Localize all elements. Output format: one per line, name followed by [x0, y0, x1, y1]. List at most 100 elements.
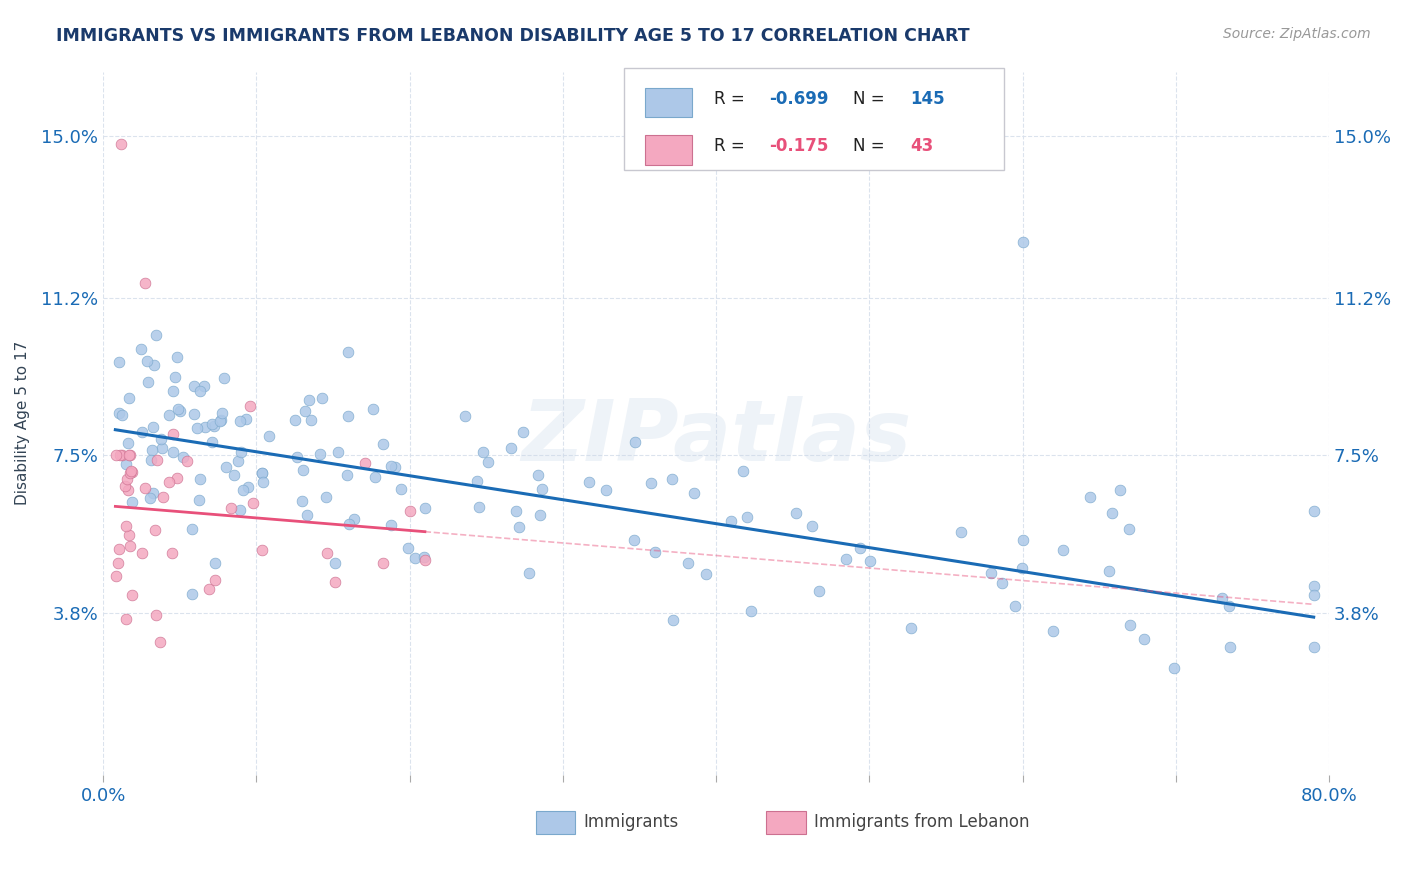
Point [695, 566, 717, 581]
Point [145, 327, 167, 342]
Point [162, 445, 184, 459]
Point [808, 584, 831, 599]
Point [364, 469, 387, 483]
Point [180, 522, 202, 536]
Point [110, 448, 132, 462]
Point [145, 453, 167, 467]
Point [166, 471, 188, 485]
Point [316, 545, 339, 559]
Point [323, 574, 346, 589]
Point [1211, 591, 1233, 606]
Point [291, 494, 314, 508]
Point [252, 466, 274, 480]
Point [384, 460, 406, 475]
Point [105, 448, 128, 462]
Point [640, 476, 662, 491]
Point [1132, 632, 1154, 647]
Point [529, 508, 551, 522]
Text: -0.699: -0.699 [769, 90, 828, 108]
Point [1302, 503, 1324, 517]
Point [162, 384, 184, 398]
Point [148, 635, 170, 649]
Point [115, 457, 138, 471]
Point [623, 533, 645, 547]
Point [404, 550, 426, 565]
Point [172, 450, 194, 465]
Point [111, 448, 134, 462]
Point [187, 493, 209, 508]
Point [398, 504, 420, 518]
Point [117, 471, 139, 485]
Text: -0.175: -0.175 [769, 137, 828, 155]
Point [131, 342, 153, 356]
Point [204, 573, 226, 587]
Point [336, 409, 359, 423]
Point [1302, 579, 1324, 593]
Point [661, 613, 683, 627]
FancyBboxPatch shape [645, 136, 692, 164]
Point [157, 408, 180, 422]
Point [115, 612, 138, 626]
Point [117, 436, 139, 450]
Text: R =: R = [714, 90, 744, 108]
Point [512, 425, 534, 440]
Point [221, 501, 243, 516]
Point [142, 358, 165, 372]
Point [149, 432, 172, 446]
Point [252, 475, 274, 489]
Point [114, 479, 136, 493]
Point [118, 466, 141, 480]
Point [731, 464, 754, 478]
Point [298, 393, 321, 408]
Point [194, 419, 217, 434]
Point [139, 491, 162, 505]
Point [389, 483, 412, 497]
Point [183, 379, 205, 393]
Point [162, 546, 184, 560]
Point [380, 458, 402, 473]
Point [1052, 542, 1074, 557]
Point [1108, 483, 1130, 497]
Point [735, 509, 758, 524]
Point [859, 554, 882, 568]
Point [121, 495, 143, 509]
Point [785, 506, 807, 520]
Point [118, 448, 141, 462]
Point [1118, 522, 1140, 536]
Point [136, 376, 159, 390]
Point [299, 413, 322, 427]
Point [252, 542, 274, 557]
Point [107, 557, 129, 571]
Point [1004, 599, 1026, 613]
Point [242, 495, 264, 509]
Point [190, 473, 212, 487]
Point [1011, 235, 1033, 250]
Point [336, 345, 359, 359]
Point [1011, 561, 1033, 575]
Point [644, 545, 666, 559]
Point [309, 446, 332, 460]
Point [595, 483, 617, 498]
Point [471, 445, 494, 459]
Point [162, 426, 184, 441]
Text: Source: ZipAtlas.com: Source: ZipAtlas.com [1223, 27, 1371, 41]
Point [215, 459, 238, 474]
Point [1302, 640, 1324, 654]
Text: ZIPatlas: ZIPatlas [522, 396, 911, 479]
Point [835, 551, 858, 566]
Point [232, 483, 254, 498]
Point [118, 448, 141, 462]
Point [285, 450, 308, 464]
Point [120, 539, 142, 553]
Point [413, 500, 436, 515]
Point [208, 414, 231, 428]
Point [169, 404, 191, 418]
Point [508, 520, 530, 534]
Point [468, 500, 491, 515]
Point [1163, 661, 1185, 675]
Point [1042, 624, 1064, 638]
Point [1101, 507, 1123, 521]
Point [531, 482, 554, 496]
Point [134, 481, 156, 495]
Point [578, 475, 600, 489]
